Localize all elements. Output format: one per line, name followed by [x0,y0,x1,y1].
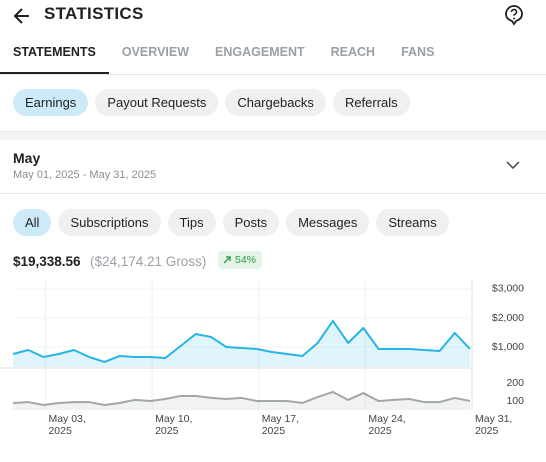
help-button[interactable] [503,4,525,26]
y-tick-label: $1,000 [492,341,524,353]
tab[interactable]: FANS [401,45,435,59]
tab[interactable]: REACH [330,45,376,59]
divider [0,193,546,194]
period-range: May 01, 2025 - May 31, 2025 [13,169,157,181]
area [13,320,470,367]
change-value: 54% [235,254,257,266]
x-tick-label: May 03, 2025 [48,413,86,437]
chart: $1,000 $2,000 $3,000 100 200 [0,280,524,410]
type-pill[interactable]: Subscriptions [58,209,161,236]
statement-filters: Earnings Payout Requests Chargebacks Referr… [13,89,410,116]
y-tick-label: $3,000 [492,283,524,295]
back-button[interactable] [12,6,32,26]
page-title: STATISTICS [44,4,144,23]
period-expand[interactable] [505,159,521,171]
gross-total: ($24,174.21 Gross) [90,254,207,269]
tab[interactable]: OVERVIEW [121,45,190,59]
x-tick-label: May 10, 2025 [155,413,193,437]
type-pill[interactable]: Streams [376,209,449,236]
filter-pill[interactable]: Earnings [13,89,89,116]
net-total: $19,338.56 [13,254,81,269]
tab[interactable]: STATEMENTS [0,36,109,74]
filter-pill[interactable]: Referrals [332,89,410,116]
area [13,391,470,410]
period-title: May [13,150,41,166]
y-tick-label: $2,000 [492,312,524,324]
tab-bar: STATEMENTS OVERVIEW ENGAGEMENT REACH FANS [0,36,546,75]
tab[interactable]: ENGAGEMENT [215,45,305,59]
type-filters: All Subscriptions Tips Posts Messages Streams [13,209,449,236]
line [12,390,471,406]
type-pill[interactable]: Messages [286,209,370,236]
divider [0,131,546,140]
type-pill[interactable]: Tips [167,209,216,236]
x-tick-label: May 24, 2025 [368,413,406,437]
filter-pill[interactable]: Payout Requests [95,89,219,116]
line [12,319,471,363]
filter-pill[interactable]: Chargebacks [225,89,326,116]
y-tick-label: 200 [506,377,524,389]
x-tick-label: May 31, 2025 [475,413,513,437]
y-tick-label: 100 [506,395,524,407]
change-badge: 54% [218,251,263,269]
x-tick-label: May 17, 2025 [261,413,300,437]
up-arrow [223,256,231,264]
type-pill[interactable]: Posts [222,209,280,236]
type-pill[interactable]: All [13,209,52,236]
